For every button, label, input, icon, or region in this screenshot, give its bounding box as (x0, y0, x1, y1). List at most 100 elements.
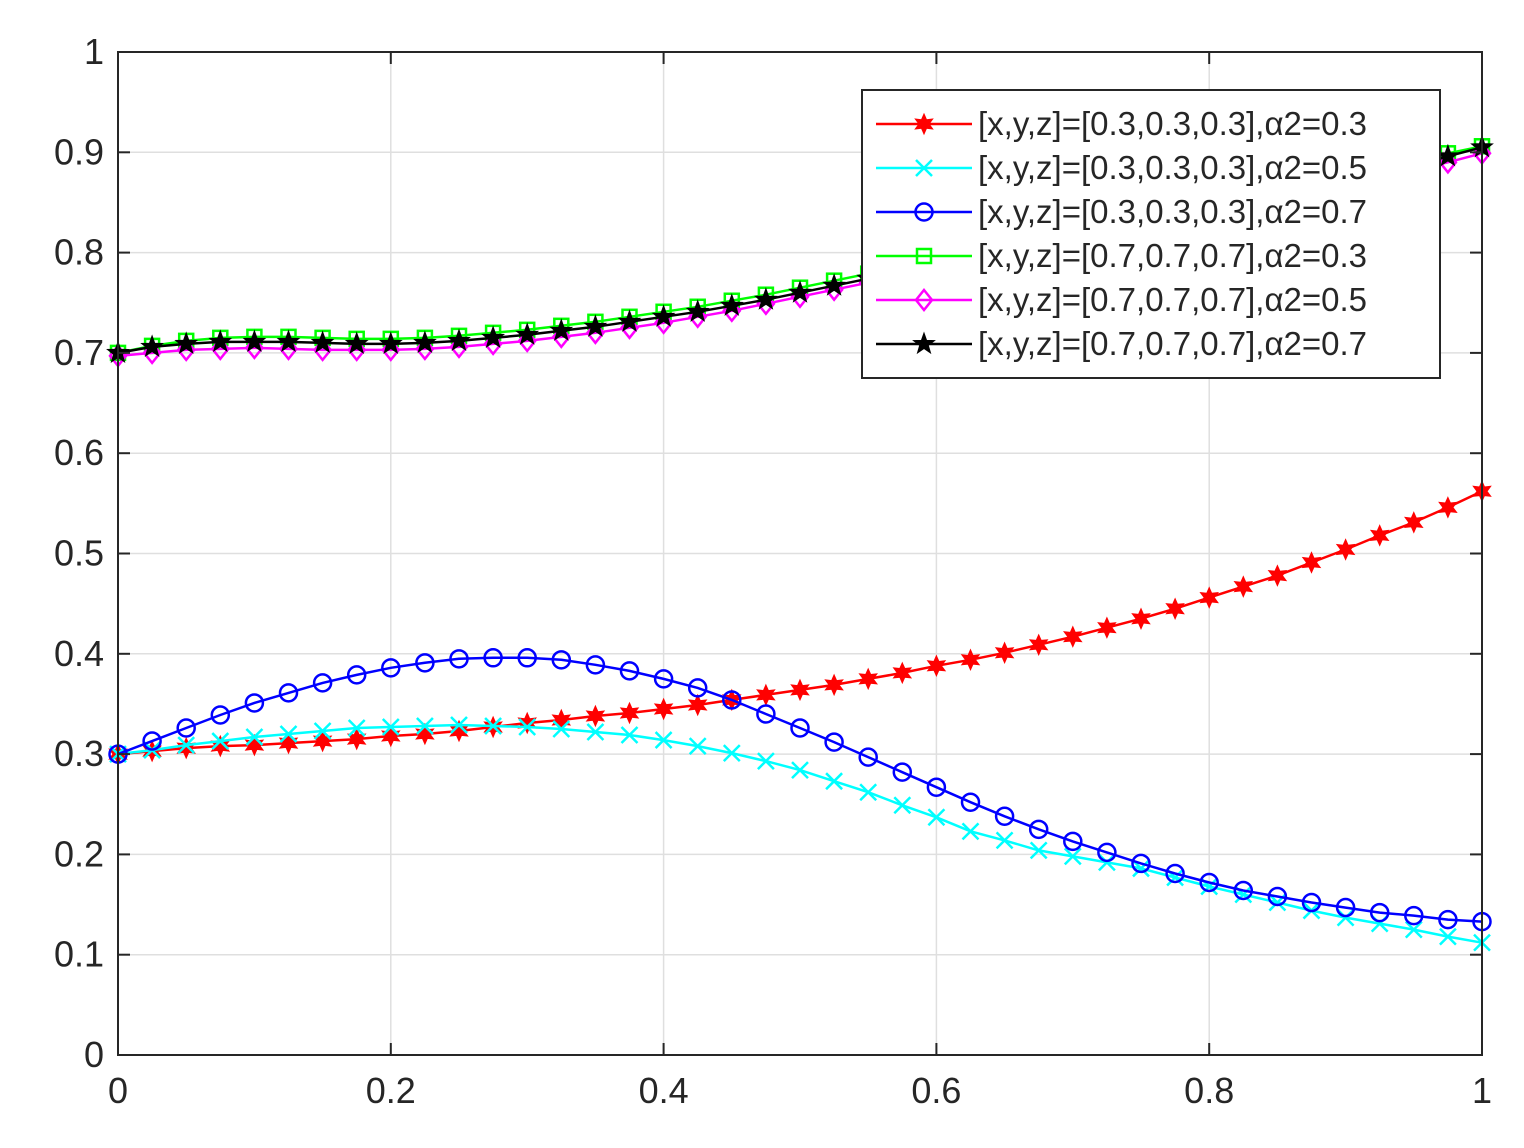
data-point (177, 736, 196, 754)
data-point (346, 665, 367, 685)
data-point (242, 329, 267, 352)
data-point (722, 690, 742, 710)
series-3 (108, 648, 1492, 932)
x-tick-label: 0.8 (1184, 1070, 1234, 1111)
data-point (1301, 551, 1322, 574)
data-point (926, 777, 947, 797)
data-point (892, 661, 913, 685)
data-point (174, 331, 199, 354)
data-point (346, 727, 367, 751)
data-point (142, 731, 162, 751)
y-tick-label: 0.4 (54, 633, 104, 674)
data-point (585, 704, 606, 728)
y-tick-label: 0.8 (54, 232, 104, 273)
data-point (1097, 616, 1117, 639)
data-point (244, 335, 265, 360)
data-point (517, 328, 537, 353)
data-point (1132, 859, 1150, 878)
data-point (892, 762, 913, 782)
data-point (484, 717, 502, 735)
series-line (117, 656, 1483, 923)
legend-box (861, 89, 1441, 379)
data-point (312, 729, 333, 753)
data-point (583, 314, 608, 337)
legend-label: [x,y,z]=[0.7,0.7,0.7],α2=0.7 (978, 325, 1367, 362)
data-point (1438, 496, 1458, 519)
legend-label: [x,y,z]=[0.3,0.3,0.3],α2=0.7 (978, 193, 1367, 230)
data-point (995, 831, 1014, 850)
data-point (449, 334, 469, 359)
data-point (685, 299, 710, 322)
data-point (244, 693, 265, 713)
data-point (449, 649, 469, 669)
data-point (824, 673, 844, 697)
data-point (140, 334, 164, 357)
data-point (1063, 625, 1083, 648)
y-tick-label: 0.9 (54, 131, 104, 172)
data-point (142, 340, 162, 365)
data-point (347, 719, 366, 737)
data-point (279, 725, 298, 743)
data-point (381, 724, 401, 748)
data-point (653, 697, 674, 721)
legend-entry: [x,y,z]=[0.3,0.3,0.3],α2=0.5 (876, 149, 1367, 186)
data-point (312, 673, 333, 693)
data-point (416, 717, 434, 735)
legend-entry: [x,y,z]=[0.7,0.7,0.7],α2=0.3 (876, 237, 1367, 274)
data-point (619, 661, 640, 681)
data-point (619, 315, 640, 340)
data-point (688, 737, 707, 755)
data-point (415, 336, 435, 361)
data-point (893, 796, 912, 815)
data-point (481, 325, 506, 348)
data-point (415, 722, 435, 746)
data-point (858, 667, 878, 691)
data-point (722, 744, 741, 762)
legend-entry: [x,y,z]=[0.3,0.3,0.3],α2=0.7 (876, 193, 1367, 230)
legend-label: [x,y,z]=[0.7,0.7,0.7],α2=0.3 (978, 237, 1367, 274)
y-tick-label: 0.6 (54, 432, 104, 473)
data-point (245, 728, 264, 746)
y-tick-label: 1 (84, 31, 104, 72)
data-point (176, 337, 196, 362)
data-point (1404, 511, 1424, 534)
data-point (1335, 538, 1356, 561)
data-point (822, 273, 847, 296)
data-point (719, 293, 744, 316)
data-point (790, 678, 810, 702)
legend-entry: [x,y,z]=[0.7,0.7,0.7],α2=0.7 (876, 325, 1367, 362)
x-tick-label: 0 (108, 1070, 128, 1111)
data-point (208, 329, 233, 352)
data-point (1165, 597, 1185, 620)
x-tick-label: 0.6 (911, 1070, 961, 1111)
data-point (378, 331, 403, 354)
data-point (790, 718, 810, 738)
data-point (1404, 905, 1424, 926)
data-point (347, 337, 367, 362)
data-point (1404, 920, 1423, 939)
data-point (552, 720, 571, 738)
data-point (413, 330, 437, 353)
data-point (1199, 586, 1219, 609)
data-point (1028, 819, 1049, 840)
data-point (518, 718, 537, 736)
y-tick-label: 0.3 (54, 733, 104, 774)
data-point (753, 287, 778, 310)
data-point (1131, 853, 1151, 874)
data-point (415, 653, 435, 673)
data-point (961, 822, 980, 841)
data-point (926, 654, 947, 678)
data-point (450, 716, 468, 734)
data-point (551, 324, 571, 349)
legend-marker (914, 112, 934, 136)
data-point (1063, 847, 1082, 866)
data-point (276, 329, 301, 352)
legend-marker (912, 331, 936, 355)
data-point (994, 806, 1015, 827)
data-point (586, 723, 605, 741)
data-point (1438, 909, 1458, 930)
data-point (1369, 524, 1390, 547)
data-point (1335, 897, 1356, 918)
data-point (344, 331, 369, 354)
